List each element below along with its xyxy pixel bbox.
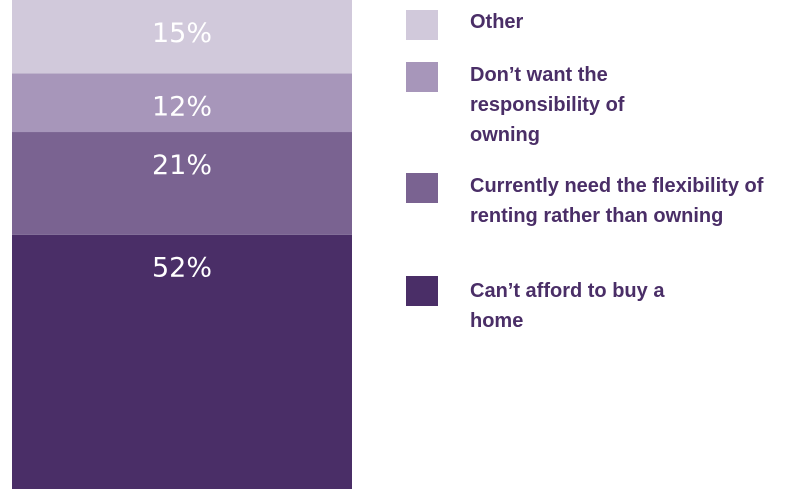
- value-label: 21%: [152, 150, 212, 181]
- legend-swatch: [406, 10, 438, 40]
- value-label: 12%: [152, 91, 212, 122]
- legend-label: Don’t want the responsibility of owning: [470, 64, 625, 146]
- bar-segment: [12, 73, 352, 133]
- legend-label: Can’t afford to buy a home: [470, 280, 665, 332]
- bar-segment: [12, 0, 352, 74]
- bar-segment: [12, 132, 352, 235]
- legend-label: Currently need the flexibility of rentin…: [470, 175, 764, 227]
- legend-swatch: [406, 276, 438, 306]
- bar-segment: [12, 234, 352, 489]
- legend-label: Other: [470, 11, 524, 33]
- legend-swatch: [406, 173, 438, 203]
- legend-swatch: [406, 62, 438, 92]
- value-label: 15%: [152, 18, 212, 49]
- value-label: 52%: [152, 253, 212, 284]
